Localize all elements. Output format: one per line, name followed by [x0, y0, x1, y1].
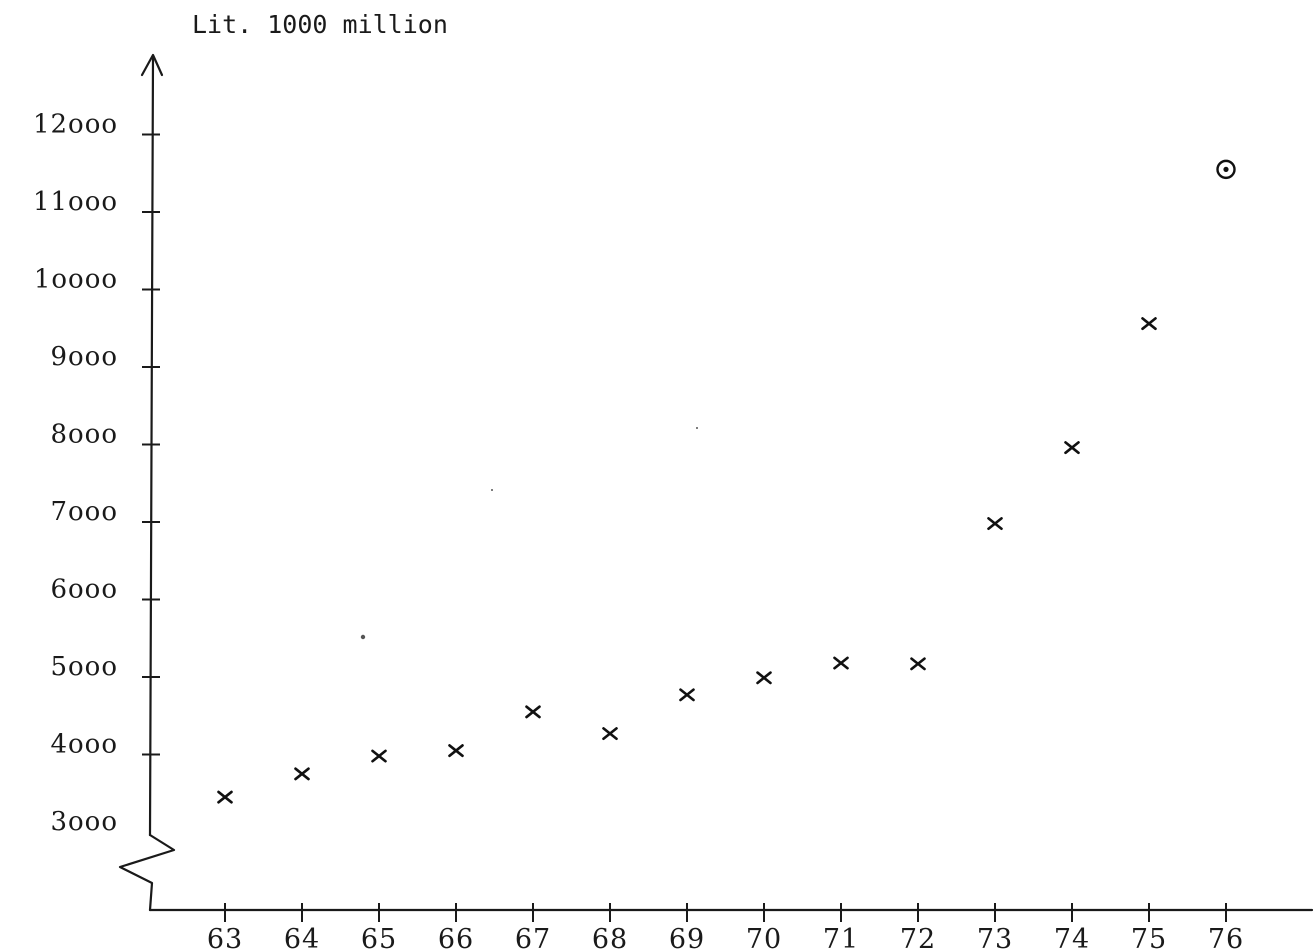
data-point: [1064, 441, 1080, 455]
data-point: [756, 671, 772, 685]
x-tick-label: 63: [207, 924, 243, 952]
y-tick-label: 4ooo: [50, 730, 118, 760]
y-tick-labels: 3ooo 4ooo 5ooo 6ooo 7ooo 8ooo 9ooo 1oooo 11ooo 12…: [33, 110, 118, 838]
x-tick-label: 67: [515, 924, 551, 952]
x-tick-label: 70: [746, 924, 782, 952]
data-point: [294, 767, 310, 781]
data-point: [217, 790, 233, 804]
paper-speck: [360, 634, 366, 640]
y-tick-label: 11ooo: [33, 187, 118, 217]
data-point: [371, 749, 387, 763]
data-point: [910, 657, 926, 671]
x-ticks: [224, 903, 1227, 922]
x-tick-label: 73: [977, 924, 1013, 952]
y-tick-label: 5ooo: [50, 652, 118, 682]
data-point-circled: [1216, 159, 1236, 180]
y-tick-label: 1oooo: [34, 265, 118, 295]
y-tick-label: 3ooo: [50, 807, 118, 837]
y-tick-label: 8ooo: [50, 420, 118, 450]
y-tick-label: 6ooo: [50, 575, 118, 605]
axes: [118, 53, 1314, 912]
x-tick-labels: 63 64 65 66 67 68 69 70 71 72 73 74 75 76: [207, 924, 1244, 952]
x-tick-label: 72: [900, 924, 936, 952]
paper-speck: [696, 427, 698, 429]
x-tick-label: 76: [1208, 924, 1244, 952]
x-tick-label: 71: [823, 924, 859, 952]
y-tick-label: 9ooo: [50, 342, 118, 372]
data-point: [448, 744, 464, 758]
x-tick-label: 65: [361, 924, 397, 952]
paper-speck: [491, 489, 493, 491]
data-point: [987, 517, 1003, 531]
x-tick-label: 69: [669, 924, 705, 952]
data-point: [525, 705, 541, 719]
data-points: [217, 159, 1236, 804]
x-tick-label: 74: [1054, 924, 1090, 952]
y-tick-label: 12ooo: [33, 110, 118, 140]
unit-label: Lit. 1000 million: [192, 10, 448, 39]
y-tick-label: 7ooo: [50, 497, 118, 527]
data-point: [679, 688, 695, 702]
data-point: [1141, 317, 1157, 331]
x-tick-label: 64: [284, 924, 320, 952]
data-point: [602, 727, 618, 741]
x-tick-label: 75: [1131, 924, 1167, 952]
y-ticks: [142, 133, 160, 756]
data-point: [833, 656, 849, 670]
y-axis-break: [118, 833, 176, 912]
x-tick-label: 66: [438, 924, 474, 952]
x-tick-label: 68: [592, 924, 628, 952]
